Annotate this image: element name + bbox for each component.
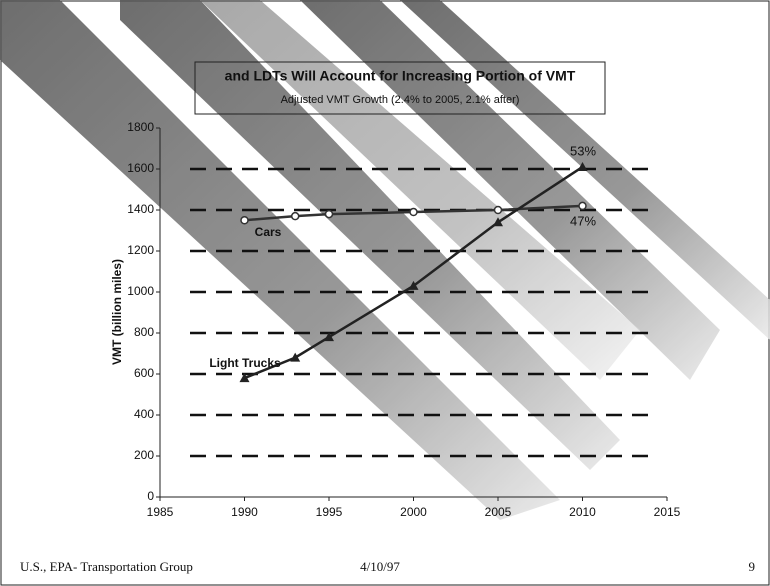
page-number: 9: [749, 559, 756, 574]
x-tick-label: 2010: [569, 505, 596, 519]
y-tick-label: 1800: [127, 120, 154, 134]
x-tick-label: 1990: [231, 505, 258, 519]
footer-left: U.S., EPA- Transportation Group: [20, 559, 193, 574]
chart-title: and LDTs Will Account for Increasing Por…: [225, 68, 576, 84]
y-tick-label: 1200: [127, 243, 154, 257]
x-tick-label: 1995: [316, 505, 343, 519]
decor-stripes: [0, 0, 770, 520]
annotation: 47%: [570, 213, 596, 228]
point: [578, 201, 587, 211]
series-label: Cars: [255, 225, 282, 239]
point: [324, 332, 334, 342]
y-tick-label: 200: [134, 448, 154, 462]
point: [290, 352, 301, 362]
point: [493, 217, 503, 227]
footer-date: 4/10/97: [360, 559, 400, 574]
point: [324, 209, 334, 219]
series-line: [244, 204, 583, 222]
x-tick-label: 2015: [654, 505, 681, 519]
y-tick-label: 1400: [127, 202, 154, 216]
point: [577, 161, 588, 171]
y-tick-label: 1000: [127, 284, 154, 298]
point: [493, 205, 503, 215]
y-tick-label: 600: [134, 366, 154, 380]
point: [290, 211, 300, 221]
chart-subtitle: Adjusted VMT Growth (2.4% to 2005, 2.1% …: [281, 94, 520, 106]
x-tick-label: 2005: [485, 505, 512, 519]
point: [239, 373, 250, 383]
point: [409, 207, 418, 217]
y-axis-label: VMT (billion miles): [110, 259, 124, 365]
y-tick-label: 400: [134, 407, 154, 421]
title-box: [194, 61, 606, 115]
series-line: [244, 165, 584, 380]
point: [408, 280, 419, 290]
y-tick-label: 0: [147, 489, 154, 503]
x-tick-label: 1985: [147, 505, 174, 519]
y-tick-label: 800: [134, 325, 154, 339]
point: [240, 216, 249, 225]
series-label: Light Trucks: [209, 356, 281, 370]
y-tick-label: 1600: [127, 161, 154, 175]
annotation: 53%: [570, 143, 596, 158]
x-tick-label: 2000: [400, 505, 427, 519]
